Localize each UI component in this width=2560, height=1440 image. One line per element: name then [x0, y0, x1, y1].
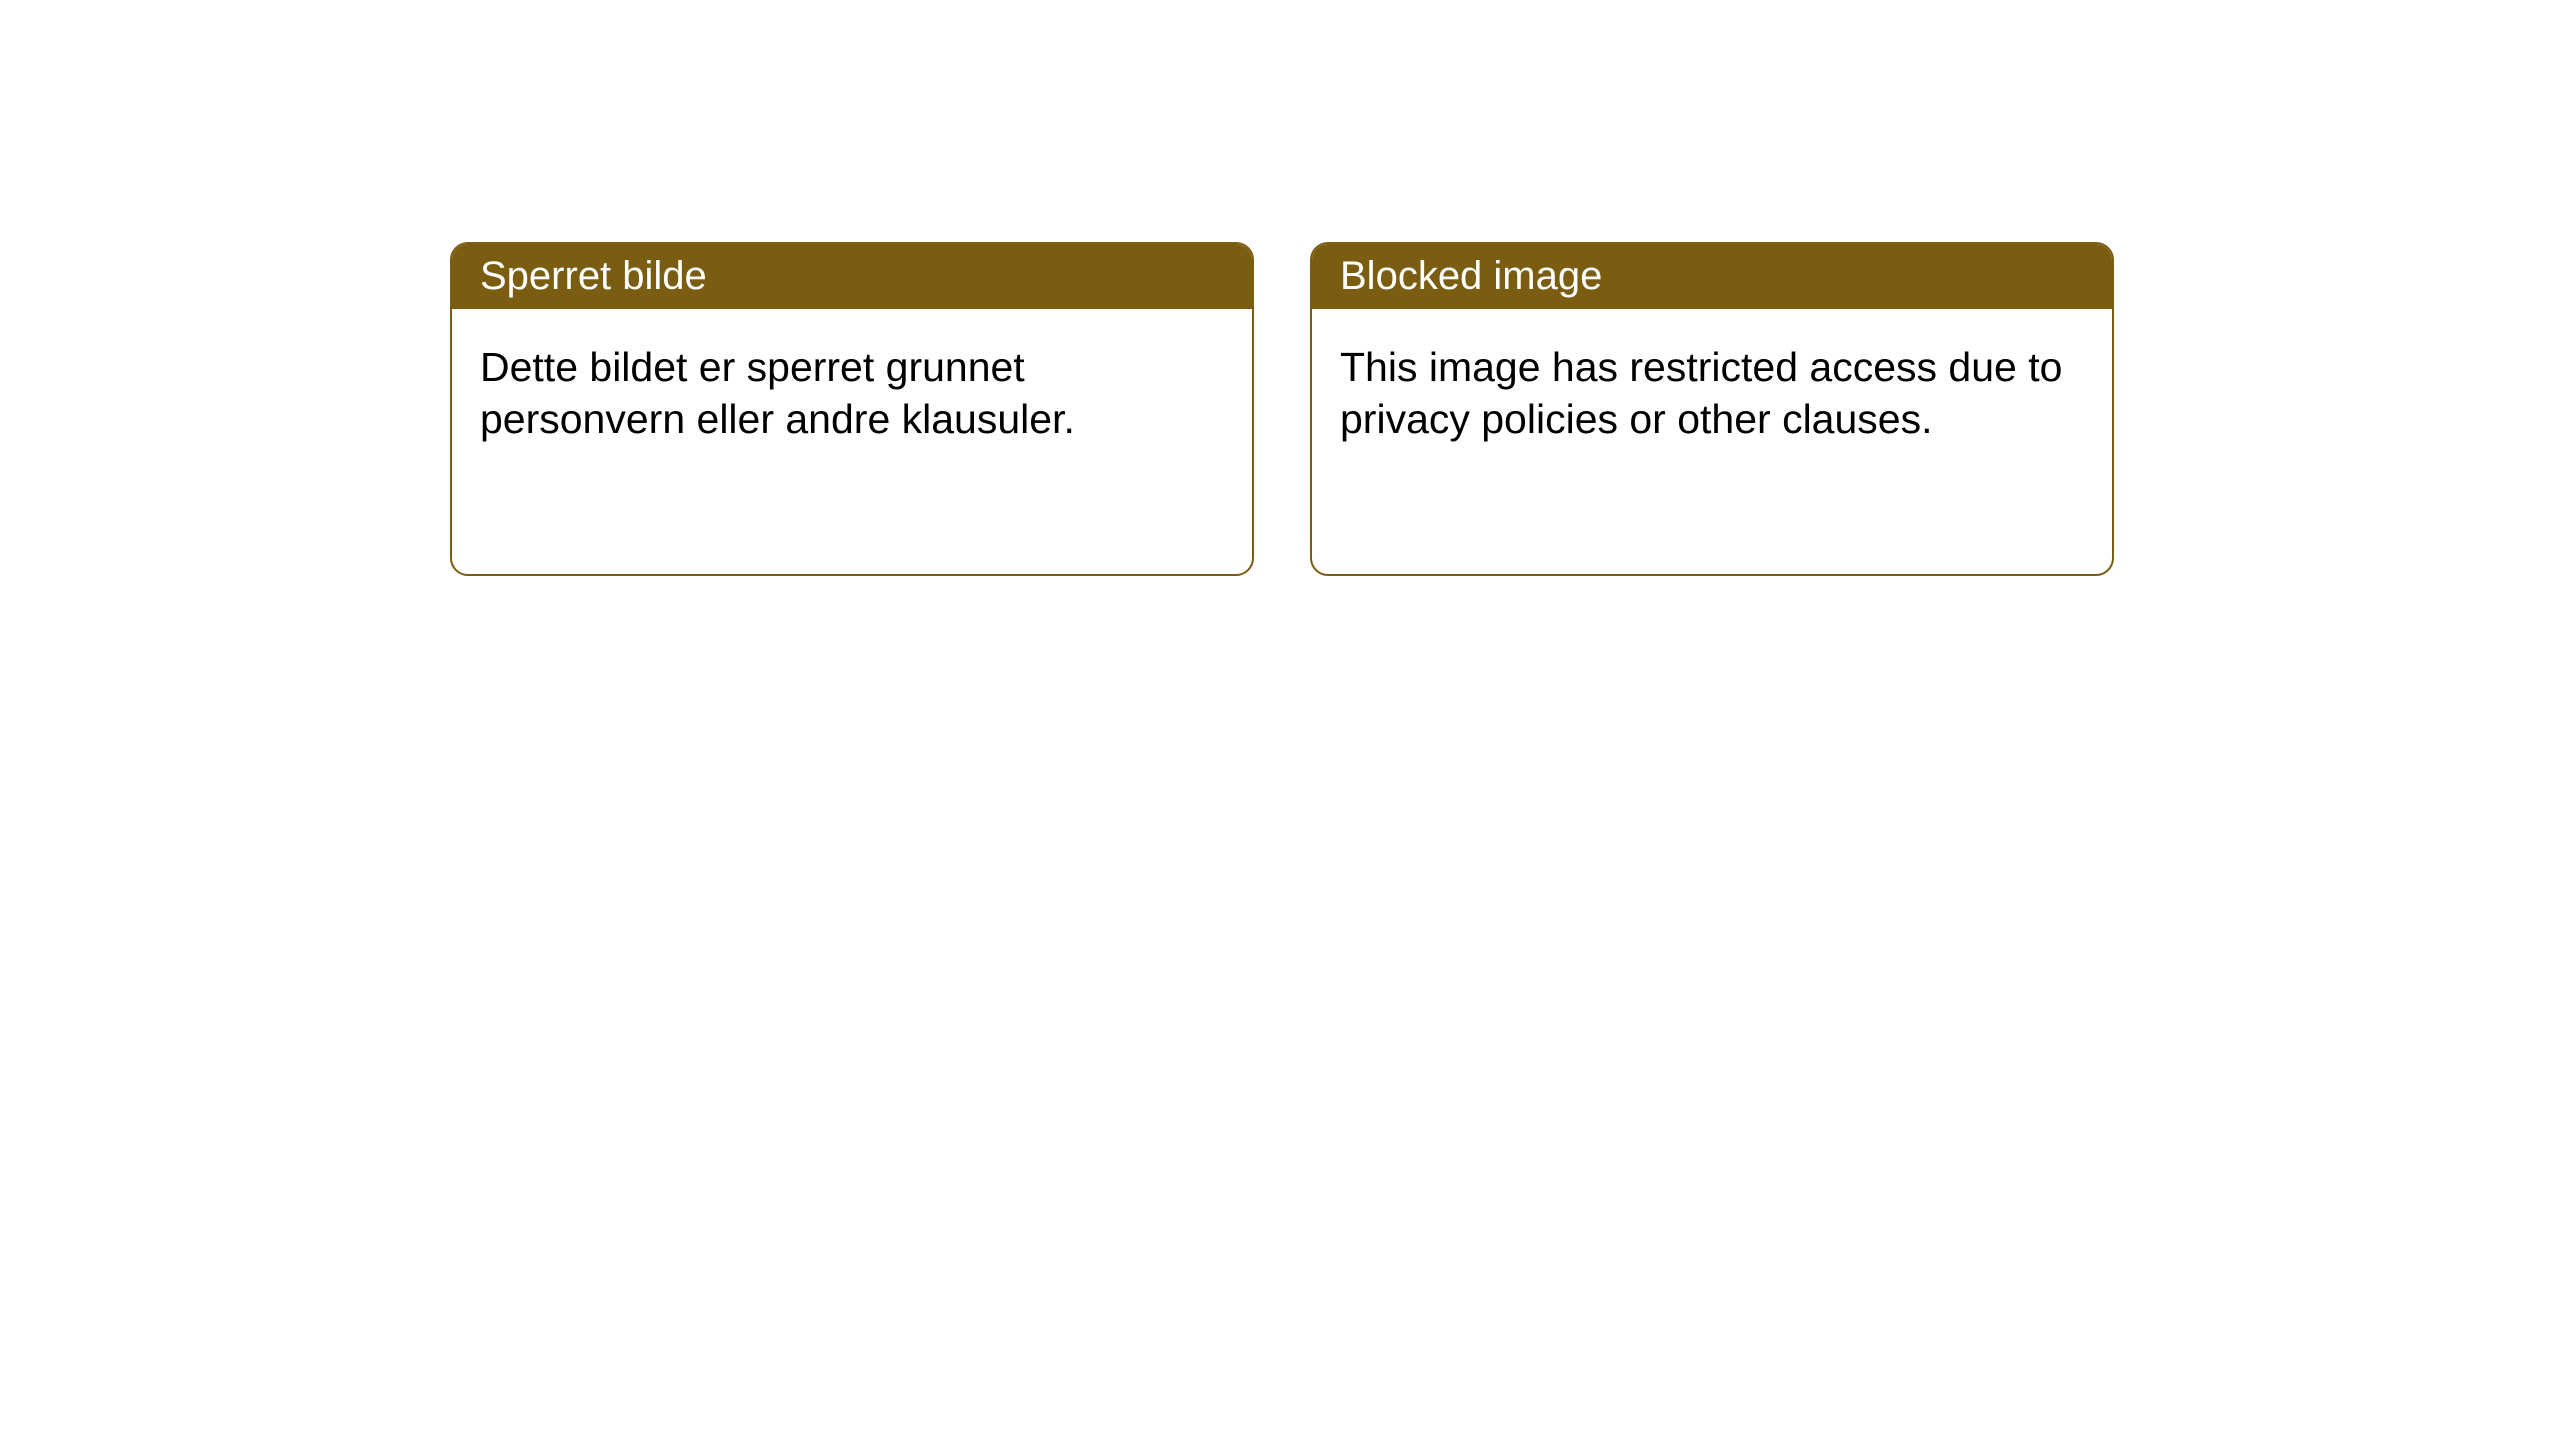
card-body-text-no: Dette bildet er sperret grunnet personve…	[480, 344, 1075, 442]
card-header-no: Sperret bilde	[452, 244, 1252, 309]
blocked-image-card-en: Blocked image This image has restricted …	[1310, 242, 2114, 576]
blocked-image-card-no: Sperret bilde Dette bildet er sperret gr…	[450, 242, 1254, 576]
card-title-en: Blocked image	[1340, 254, 1602, 298]
cards-container: Sperret bilde Dette bildet er sperret gr…	[0, 0, 2560, 576]
card-body-en: This image has restricted access due to …	[1312, 309, 2112, 478]
card-body-text-en: This image has restricted access due to …	[1340, 344, 2062, 442]
card-header-en: Blocked image	[1312, 244, 2112, 309]
card-title-no: Sperret bilde	[480, 254, 707, 298]
card-body-no: Dette bildet er sperret grunnet personve…	[452, 309, 1252, 478]
